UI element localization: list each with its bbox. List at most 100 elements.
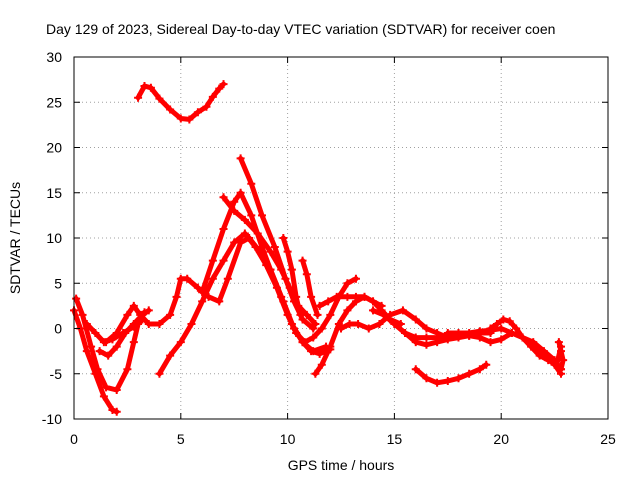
- data-point: [475, 365, 484, 374]
- data-point: [497, 324, 506, 333]
- data-point: [72, 294, 81, 303]
- data-point: [240, 215, 249, 224]
- y-axis-label: SDTVAR / TECUs: [7, 182, 23, 294]
- x-tick-label: 10: [280, 431, 296, 447]
- data-point: [166, 105, 175, 114]
- data-point: [108, 405, 117, 414]
- data-point: [91, 329, 100, 338]
- data-point: [443, 376, 452, 385]
- x-tick-label: 5: [177, 431, 185, 447]
- grid: [74, 57, 608, 419]
- data-point: [298, 315, 307, 324]
- data-point: [99, 392, 108, 401]
- data-point: [219, 193, 228, 202]
- data-point: [497, 335, 506, 344]
- data-point: [208, 274, 217, 283]
- data-point: [176, 338, 185, 347]
- data-point: [422, 374, 431, 383]
- data-point: [486, 338, 495, 347]
- data-point: [266, 265, 275, 274]
- y-tick-label: 0: [54, 321, 62, 337]
- data-point: [475, 333, 484, 342]
- x-axis-label: GPS time / hours: [288, 457, 395, 473]
- data-point: [136, 310, 145, 319]
- data-point: [129, 319, 138, 328]
- y-tick-label: 20: [46, 140, 62, 156]
- x-tick-label: 20: [493, 431, 509, 447]
- data-point: [270, 243, 279, 252]
- data-point: [155, 319, 164, 328]
- data-point: [390, 319, 399, 328]
- y-tick-labels: -10 -5 0 5 10 15 20 25 30: [42, 49, 62, 427]
- data-point: [375, 319, 384, 328]
- data-point: [277, 292, 286, 301]
- data-point: [146, 83, 155, 92]
- x-tick-label: 0: [70, 431, 78, 447]
- x-tick-label: 15: [387, 431, 403, 447]
- series-arc-2: [73, 296, 147, 393]
- data-point: [208, 256, 217, 265]
- data-point: [187, 319, 196, 328]
- data-point: [364, 324, 373, 333]
- data-point: [121, 329, 130, 338]
- data-point: [398, 306, 407, 315]
- data-point: [337, 324, 345, 333]
- data-point: [544, 356, 553, 365]
- data-point: [277, 265, 286, 274]
- data-point: [345, 319, 354, 328]
- tick-marks: [73, 56, 609, 420]
- data-point: [309, 347, 318, 356]
- data-point: [554, 338, 563, 347]
- y-tick-label: 30: [46, 49, 62, 65]
- data-point: [215, 84, 224, 93]
- data-point: [78, 310, 87, 319]
- data-point: [311, 369, 320, 378]
- data-point: [172, 292, 181, 301]
- y-tick-label: 10: [46, 230, 62, 246]
- data-point: [422, 333, 431, 342]
- data-point: [112, 386, 121, 395]
- data-point: [144, 319, 153, 328]
- data-point: [313, 310, 322, 319]
- data-point: [360, 292, 369, 301]
- data-point: [552, 360, 561, 369]
- data-point: [486, 324, 495, 333]
- data-point: [287, 319, 296, 328]
- data-point: [140, 81, 149, 90]
- data-point: [193, 108, 202, 117]
- data-point: [369, 306, 378, 315]
- data-point: [505, 317, 514, 326]
- data-point: [309, 333, 318, 342]
- data-point: [433, 338, 442, 347]
- data-point: [411, 315, 420, 324]
- data-point: [443, 329, 452, 338]
- data-point: [112, 342, 121, 351]
- chart-title: Day 129 of 2023, Sidereal Day-to-day VTE…: [46, 21, 555, 37]
- data-point: [298, 338, 307, 347]
- data-point: [354, 319, 363, 328]
- data-point: [465, 369, 474, 378]
- data-point: [279, 234, 288, 242]
- data-point: [482, 360, 491, 369]
- data-point: [283, 247, 292, 256]
- series-arc-12: [300, 258, 320, 318]
- data-point: [512, 324, 521, 333]
- data-point: [317, 360, 326, 369]
- series-group: [70, 80, 568, 416]
- data-point: [369, 297, 378, 306]
- data-point: [93, 365, 102, 374]
- y-tick-label: -10: [42, 411, 62, 427]
- data-point: [112, 407, 121, 416]
- data-point: [379, 310, 388, 319]
- data-point: [296, 310, 305, 319]
- data-point: [123, 365, 132, 374]
- data-point: [326, 342, 335, 351]
- data-point: [193, 283, 202, 292]
- data-point: [292, 292, 301, 301]
- data-point: [102, 383, 111, 392]
- data-point: [518, 333, 527, 342]
- data-point: [411, 365, 420, 374]
- y-tick-label: 25: [46, 94, 62, 110]
- data-point: [465, 331, 474, 340]
- data-point: [527, 342, 536, 351]
